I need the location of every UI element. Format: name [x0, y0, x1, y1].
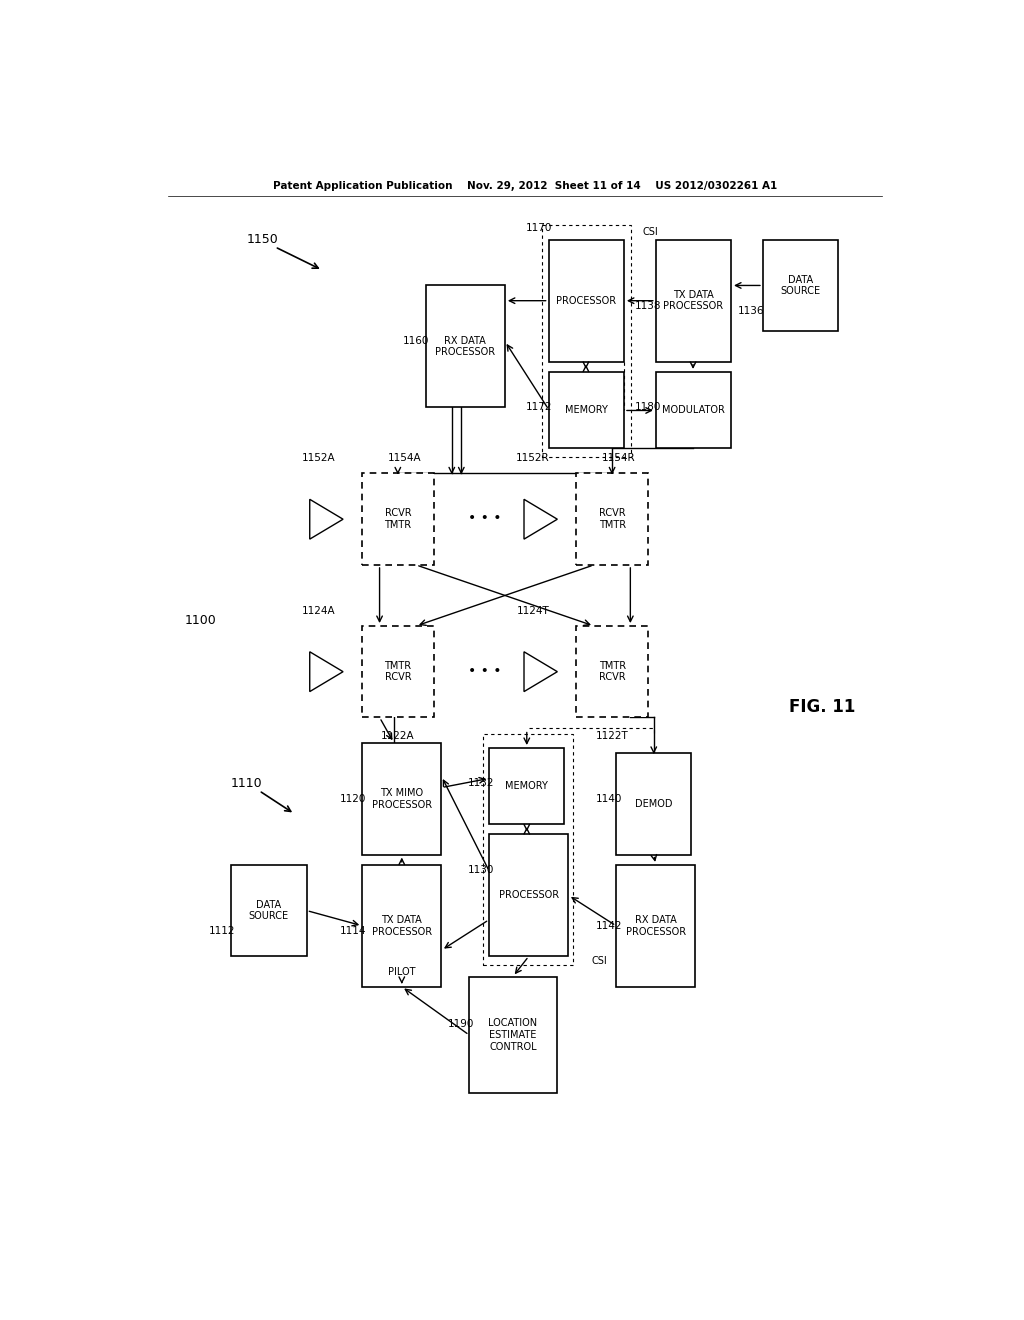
Text: 1124T: 1124T: [516, 606, 549, 615]
FancyBboxPatch shape: [489, 748, 564, 824]
Text: 1170: 1170: [526, 223, 552, 232]
FancyBboxPatch shape: [616, 865, 695, 987]
Text: LOCATION
ESTIMATE
CONTROL: LOCATION ESTIMATE CONTROL: [488, 1019, 538, 1052]
Text: 1152R: 1152R: [516, 453, 550, 463]
Text: DEMOD: DEMOD: [635, 799, 673, 809]
FancyBboxPatch shape: [362, 743, 441, 854]
FancyBboxPatch shape: [655, 240, 731, 362]
Text: DATA
SOURCE: DATA SOURCE: [780, 275, 820, 296]
Text: TX MIMO
PROCESSOR: TX MIMO PROCESSOR: [372, 788, 432, 809]
Text: CSI: CSI: [592, 957, 607, 966]
Text: MEMORY: MEMORY: [506, 781, 548, 791]
FancyBboxPatch shape: [549, 372, 624, 447]
FancyBboxPatch shape: [362, 865, 441, 987]
FancyBboxPatch shape: [577, 626, 648, 718]
Text: RCVR
TMTR: RCVR TMTR: [384, 508, 412, 531]
Text: TX DATA
PROCESSOR: TX DATA PROCESSOR: [372, 915, 432, 937]
Text: 1180: 1180: [635, 403, 662, 412]
FancyBboxPatch shape: [469, 977, 557, 1093]
FancyBboxPatch shape: [616, 752, 691, 854]
FancyBboxPatch shape: [231, 865, 306, 956]
Text: 1112: 1112: [209, 925, 234, 936]
Text: TX DATA
PROCESSOR: TX DATA PROCESSOR: [664, 290, 724, 312]
FancyBboxPatch shape: [549, 240, 624, 362]
Text: CSI: CSI: [642, 227, 658, 236]
FancyBboxPatch shape: [763, 240, 839, 331]
Text: 1122A: 1122A: [381, 731, 415, 741]
FancyBboxPatch shape: [426, 285, 505, 408]
Text: 1142: 1142: [596, 921, 623, 931]
Text: 1172: 1172: [526, 403, 552, 412]
Text: RCVR
TMTR: RCVR TMTR: [599, 508, 626, 531]
Text: MEMORY: MEMORY: [565, 405, 607, 414]
Text: 1140: 1140: [596, 793, 623, 804]
Text: RX DATA
PROCESSOR: RX DATA PROCESSOR: [626, 915, 686, 937]
Text: TMTR
RCVR: TMTR RCVR: [384, 661, 412, 682]
Text: • • •: • • •: [468, 511, 502, 525]
Polygon shape: [309, 652, 343, 692]
Text: 1160: 1160: [402, 337, 429, 346]
Text: Patent Application Publication    Nov. 29, 2012  Sheet 11 of 14    US 2012/03022: Patent Application Publication Nov. 29, …: [272, 181, 777, 191]
FancyBboxPatch shape: [489, 834, 568, 956]
Text: 1136: 1136: [737, 306, 764, 315]
Text: 1100: 1100: [185, 614, 217, 627]
Text: 1154A: 1154A: [387, 453, 421, 463]
Text: PROCESSOR: PROCESSOR: [499, 890, 559, 900]
Text: 1154R: 1154R: [602, 453, 635, 463]
Text: 1132: 1132: [468, 779, 495, 788]
Text: FIG. 11: FIG. 11: [790, 698, 856, 717]
Text: 1114: 1114: [340, 925, 367, 936]
Text: 1110: 1110: [231, 777, 263, 789]
Text: 1130: 1130: [468, 865, 495, 875]
Text: MODULATOR: MODULATOR: [662, 405, 725, 414]
Text: 1190: 1190: [449, 1019, 474, 1030]
Text: RX DATA
PROCESSOR: RX DATA PROCESSOR: [435, 335, 496, 358]
Text: PROCESSOR: PROCESSOR: [556, 296, 616, 306]
FancyBboxPatch shape: [362, 626, 433, 718]
FancyBboxPatch shape: [655, 372, 731, 447]
FancyBboxPatch shape: [577, 474, 648, 565]
Text: 1124A: 1124A: [302, 606, 335, 615]
FancyBboxPatch shape: [362, 474, 433, 565]
Text: 1138: 1138: [635, 301, 662, 310]
Text: TMTR
RCVR: TMTR RCVR: [599, 661, 626, 682]
Text: PILOT: PILOT: [388, 966, 416, 977]
Text: DATA
SOURCE: DATA SOURCE: [249, 900, 289, 921]
Text: 1120: 1120: [340, 793, 367, 804]
Text: 1122T: 1122T: [596, 731, 629, 741]
Text: 1150: 1150: [247, 234, 279, 247]
Text: 1152A: 1152A: [302, 453, 335, 463]
Polygon shape: [309, 499, 343, 539]
Polygon shape: [524, 652, 557, 692]
Polygon shape: [524, 499, 557, 539]
Text: • • •: • • •: [468, 664, 502, 677]
